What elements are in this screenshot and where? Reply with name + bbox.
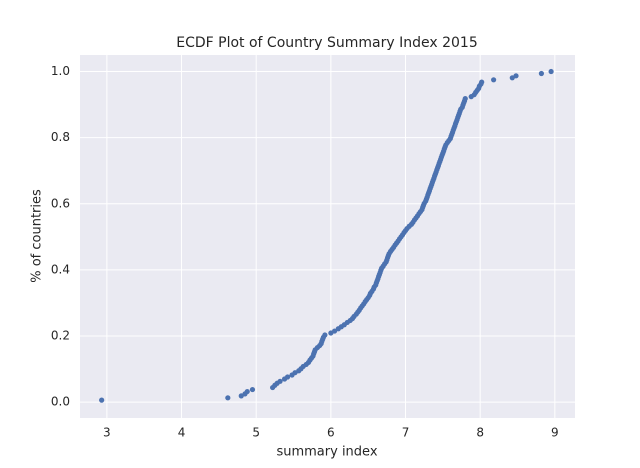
marks <box>99 68 554 403</box>
y-tick-label: 0.4 <box>51 262 70 276</box>
grid <box>80 55 575 418</box>
point <box>322 332 328 338</box>
x-tick-label: 5 <box>252 426 260 440</box>
point <box>462 96 468 102</box>
y-tick-label: 0.8 <box>51 130 70 144</box>
x-tick-label: 4 <box>178 426 186 440</box>
x-axis-label: summary index <box>276 445 377 460</box>
x-tick-label: 6 <box>327 426 335 440</box>
point <box>538 70 545 77</box>
y-tick-label: 1.0 <box>51 64 70 78</box>
y-axis-label: % of countries <box>30 189 45 283</box>
point <box>244 388 250 395</box>
point <box>277 378 283 384</box>
point <box>249 386 256 393</box>
point <box>284 374 291 380</box>
x-tick-label: 7 <box>402 426 410 440</box>
point <box>513 73 519 79</box>
point <box>331 328 338 334</box>
y-tick-label: 0.0 <box>51 395 70 409</box>
point <box>225 395 231 401</box>
y-tick-label: 0.2 <box>51 329 70 343</box>
x-tick-label: 9 <box>551 426 559 440</box>
y-tick-label: 0.6 <box>51 196 70 210</box>
point <box>479 79 485 85</box>
x-tick-label: 8 <box>476 426 484 440</box>
point <box>491 77 497 83</box>
point <box>548 68 554 75</box>
chart-title: ECDF Plot of Country Summary Index 2015 <box>176 35 477 51</box>
plot-area <box>80 55 575 418</box>
x-tick-label: 3 <box>103 426 111 440</box>
point <box>99 397 105 403</box>
